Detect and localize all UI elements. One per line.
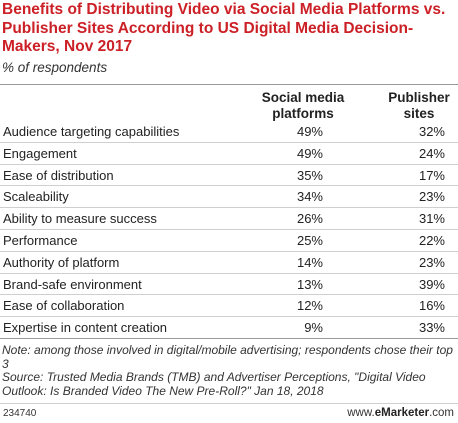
social-value: 34%	[296, 189, 323, 205]
table-row: Ease of collaboration 12% 16%	[0, 295, 458, 318]
row-label: Audience targeting capabilities	[3, 124, 180, 139]
brand-suffix: .com	[429, 407, 454, 419]
social-value: 49%	[296, 145, 323, 161]
social-value: 14%	[296, 254, 323, 270]
table-row: Scaleability 34% 23%	[0, 186, 458, 209]
table-row: Expertise in content creation 9% 33%	[0, 317, 458, 339]
publisher-value: 24%	[418, 145, 445, 161]
publisher-value: 22%	[418, 232, 445, 248]
row-label: Scaleability	[3, 189, 69, 205]
table-row: Authority of platform 14% 23%	[0, 251, 458, 274]
publisher-value: 31%	[418, 211, 445, 227]
chart-subtitle: % of respondents	[2, 60, 108, 75]
brand-name: eMarketer	[374, 407, 430, 419]
social-value: 25%	[296, 232, 323, 248]
chart-id: 234740	[3, 408, 37, 419]
publisher-value: 39%	[418, 276, 445, 292]
social-value: 49%	[296, 124, 323, 139]
footer: 234740 www.eMarketer.com	[0, 403, 458, 423]
row-label: Expertise in content creation	[3, 320, 168, 336]
publisher-value: 23%	[418, 254, 445, 270]
row-label: Brand-safe environment	[3, 276, 142, 292]
publisher-value: 32%	[418, 124, 445, 139]
social-value: 13%	[296, 276, 323, 292]
note-text: Note: among those involved in digital/mo…	[2, 343, 453, 371]
chart-title: Benefits of Distributing Video via Socia…	[2, 1, 446, 55]
row-label: Performance	[3, 232, 78, 248]
brand-logo[interactable]: www.eMarketer.com	[347, 407, 454, 419]
row-label: Engagement	[3, 145, 77, 161]
social-value: 35%	[296, 167, 323, 183]
social-value: 9%	[304, 320, 323, 336]
table-row: Ease of distribution 35% 17%	[0, 164, 458, 187]
publisher-value: 33%	[418, 320, 445, 336]
row-label: Ability to measure success	[3, 211, 157, 227]
column-header-social: Social media platforms	[261, 90, 345, 121]
header-top-rule	[0, 84, 458, 85]
row-label: Authority of platform	[3, 254, 120, 270]
column-header-publisher: Publisher sites	[388, 90, 450, 121]
social-value: 12%	[296, 298, 323, 314]
publisher-value: 17%	[418, 167, 445, 183]
brand-prefix: www.	[347, 407, 375, 419]
footnote: Note: among those involved in digital/mo…	[2, 343, 456, 398]
table-row: Audience targeting capabilities 49% 32%	[0, 121, 458, 143]
social-value: 26%	[296, 211, 323, 227]
data-table: Audience targeting capabilities 49% 32% …	[0, 121, 458, 339]
publisher-value: 16%	[418, 298, 445, 314]
table-row: Brand-safe environment 13% 39%	[0, 274, 458, 296]
table-row: Ability to measure success 26% 31%	[0, 208, 458, 230]
row-label: Ease of collaboration	[3, 298, 125, 314]
publisher-value: 23%	[418, 189, 445, 205]
table-row: Engagement 49% 24%	[0, 143, 458, 165]
table-row: Performance 25% 22%	[0, 230, 458, 252]
source-text: Source: Trusted Media Brands (TMB) and A…	[2, 370, 426, 398]
row-label: Ease of distribution	[3, 167, 114, 183]
